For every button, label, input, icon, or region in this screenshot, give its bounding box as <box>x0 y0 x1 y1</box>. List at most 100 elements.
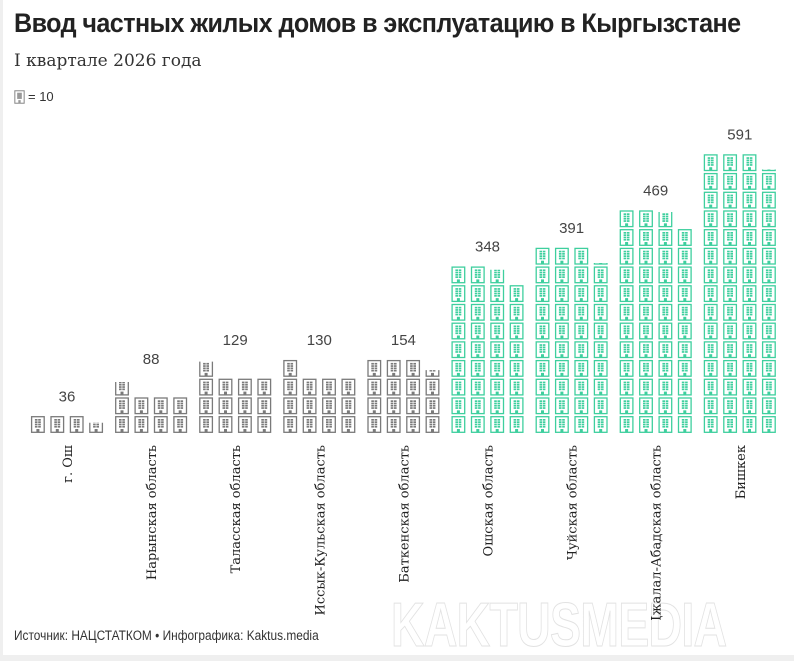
building-icon <box>677 322 692 340</box>
category-group: 130 Иссык-Кульская область <box>283 332 356 616</box>
building-icon <box>490 378 505 396</box>
building-icon <box>723 229 738 246</box>
building-icon <box>639 397 653 415</box>
building-icon <box>554 266 569 284</box>
building-icon <box>742 247 757 265</box>
value-label: 391 <box>559 220 584 237</box>
building-icon <box>115 382 129 396</box>
legend-label: = 10 <box>28 89 54 104</box>
building-icon <box>470 322 485 340</box>
building-icon <box>703 341 718 359</box>
building-icon <box>703 266 718 284</box>
building-icon <box>703 303 718 321</box>
building-icon <box>509 416 524 433</box>
building-icon <box>593 416 608 433</box>
building-icon <box>703 247 718 265</box>
building-icon <box>535 416 550 433</box>
building-icon <box>619 285 634 303</box>
value-label: 36 <box>59 388 76 405</box>
building-icon <box>509 397 524 415</box>
building-icon <box>425 416 440 433</box>
category-group: 154 Баткенская область <box>367 332 440 583</box>
building-icon <box>451 378 466 396</box>
building-icon <box>677 285 692 303</box>
building-icon <box>115 397 129 415</box>
building-icon <box>490 322 505 340</box>
building-icon <box>490 269 505 284</box>
building-icon <box>761 210 776 228</box>
building-icon <box>703 191 718 209</box>
building-icon <box>742 266 757 284</box>
value-label: 469 <box>643 183 668 200</box>
building-icon <box>367 397 382 415</box>
building-icon <box>619 378 634 396</box>
building-icon <box>257 397 272 415</box>
building-icon <box>237 416 252 433</box>
building-icon <box>574 378 589 396</box>
building-icon <box>723 210 738 228</box>
building-icon <box>593 285 608 303</box>
building-icon <box>677 378 692 396</box>
building-icon <box>386 359 401 377</box>
building-icon <box>677 247 692 265</box>
building-icon <box>554 285 569 303</box>
building-icon <box>703 172 718 190</box>
building-icon <box>658 229 673 246</box>
building-icon <box>199 416 214 433</box>
building-icon <box>723 154 738 172</box>
building-icon <box>451 341 466 359</box>
category-group: 129 Таласская область <box>199 332 272 573</box>
building-icon <box>619 322 634 340</box>
building-icon <box>341 378 356 396</box>
building-icon <box>639 229 653 246</box>
building-icon <box>658 266 673 284</box>
building-icon <box>535 303 550 321</box>
building-icon <box>723 266 738 284</box>
value-label: 129 <box>223 332 248 349</box>
category-label: Ошская область <box>482 445 497 556</box>
building-icon <box>257 378 272 396</box>
building-icon <box>218 378 233 396</box>
category-group: 391 Чуйская область <box>535 220 608 560</box>
building-icon <box>677 359 692 377</box>
building-icon <box>742 303 757 321</box>
building-icon <box>470 359 485 377</box>
building-icon <box>535 266 550 284</box>
building-icon <box>574 359 589 377</box>
building-icon <box>218 397 233 415</box>
building-icon <box>677 341 692 359</box>
building-icon <box>619 359 634 377</box>
building-icon <box>574 341 589 359</box>
building-icon <box>742 285 757 303</box>
building-icon <box>509 341 524 359</box>
building-icon <box>723 247 738 265</box>
pictogram-chart: 36 г. Ош 88 Нарынская область 129 Таласская о… <box>30 127 776 620</box>
building-icon <box>761 266 776 284</box>
building-icon <box>535 285 550 303</box>
building-icon <box>509 378 524 396</box>
building-icon <box>386 397 401 415</box>
building-icon <box>367 416 382 433</box>
building-icon <box>677 229 692 246</box>
building-icon <box>723 172 738 190</box>
building-icon <box>574 397 589 415</box>
building-icon <box>742 378 757 396</box>
building-icon <box>761 285 776 303</box>
building-icon <box>406 416 421 433</box>
category-group: 88 Нарынская область <box>115 351 188 580</box>
building-icon <box>723 378 738 396</box>
building-icon <box>554 341 569 359</box>
value-label: 348 <box>475 239 500 256</box>
building-icon <box>554 359 569 377</box>
building-icon <box>761 169 776 172</box>
building-icon <box>703 378 718 396</box>
building-icon <box>134 397 149 415</box>
building-icon <box>619 416 634 433</box>
building-icon <box>322 378 336 396</box>
building-icon <box>470 397 485 415</box>
building-icon <box>283 416 298 433</box>
building-icon <box>742 191 757 209</box>
building-icon <box>199 361 214 377</box>
building-icon <box>658 322 673 340</box>
building-icon <box>639 285 653 303</box>
